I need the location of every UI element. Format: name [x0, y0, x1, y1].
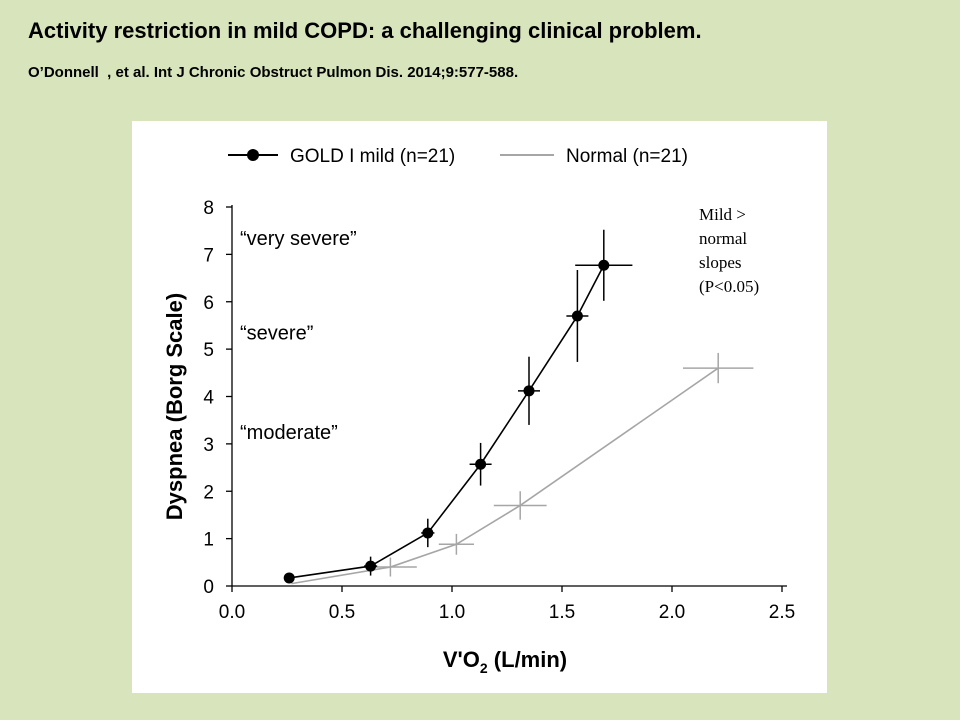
data-point: [475, 458, 487, 470]
axes: 0.0 0.5 1.0 1.5 2.0 2.5 0 1 2 3 4 5 6 7 8: [203, 198, 795, 623]
x-tick-label: 1.5: [549, 602, 575, 623]
x-tick-label: 1.0: [439, 602, 465, 623]
severity-annotation: “severe”: [240, 323, 313, 345]
y-tick-label: 1: [203, 530, 214, 551]
y-tick-label: 6: [203, 293, 214, 314]
legend-label-gold: GOLD I mild (n=21): [290, 146, 455, 167]
series-gold: [283, 229, 633, 584]
severity-annotations: “very severe” “severe” “moderate”: [240, 228, 357, 444]
y-tick-label: 8: [203, 198, 214, 219]
x-axis-label: V'O2 (L/min): [443, 647, 567, 676]
data-point: [571, 310, 583, 322]
chart-figure: GOLD I mild (n=21) Normal (n=21) 0.0 0.5 1…: [132, 121, 827, 693]
y-tick-label: 7: [203, 245, 214, 266]
legend-marker-gold: [247, 149, 259, 161]
citation: O’Donnell , et al. Int J Chronic Obstruc…: [28, 64, 519, 81]
data-point: [523, 385, 535, 397]
slide-title: Activity restriction in mild COPD: a cha…: [28, 18, 702, 43]
y-tick-label: 0: [203, 577, 214, 598]
legend-label-normal: Normal (n=21): [566, 146, 688, 167]
legend: GOLD I mild (n=21) Normal (n=21): [228, 146, 688, 167]
y-tick-label: 3: [203, 435, 214, 456]
data-point: [598, 259, 610, 271]
dyspnea-chart: GOLD I mild (n=21) Normal (n=21) 0.0 0.5 1…: [162, 146, 795, 676]
series-line-normal: [291, 367, 719, 585]
data-point: [283, 572, 295, 584]
y-axis-label: Dyspnea (Borg Scale): [162, 293, 187, 520]
significance-note-line: normal: [699, 229, 748, 248]
x-tick-label: 0.5: [329, 602, 355, 623]
significance-note: Mild > normal slopes (P<0.05): [699, 203, 809, 299]
significance-note-line: (P<0.05): [699, 277, 760, 296]
severity-annotation: “very severe”: [240, 228, 357, 250]
data-point: [422, 527, 434, 539]
series-normal: [291, 352, 754, 585]
x-tick-label: 0.0: [219, 602, 245, 623]
y-tick-label: 4: [203, 388, 214, 409]
x-tick-label: 2.5: [769, 602, 795, 623]
significance-note-line: slopes: [699, 253, 742, 272]
y-tick-label: 5: [203, 340, 214, 361]
x-tick-label: 2.0: [659, 602, 685, 623]
y-tick-label: 2: [203, 482, 214, 503]
data-point: [365, 560, 377, 572]
significance-note-line: Mild >: [699, 205, 746, 224]
severity-annotation: “moderate”: [240, 422, 338, 444]
